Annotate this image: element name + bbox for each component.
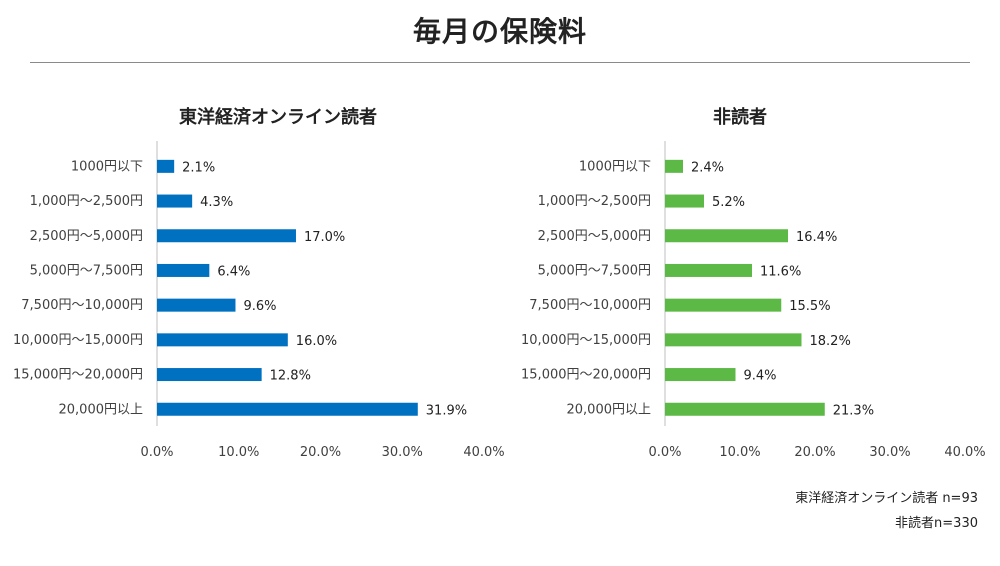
data-label: 12.8%: [270, 369, 311, 384]
bar-chart-nonreaders: 1000円以下 2.4% 1,000円〜2,500円 5.2% 2,500円〜5,000…: [521, 141, 986, 460]
data-label: 5.2%: [712, 195, 745, 210]
data-label: 11.6%: [760, 264, 801, 279]
x-tick-label: 10.0%: [719, 445, 760, 460]
data-label: 9.4%: [744, 369, 777, 384]
bar: [665, 298, 782, 312]
category-label: 2,500円〜5,000円: [30, 229, 143, 244]
chart-nonreaders: 非読者 1000円以下 2.4% 1,000円〜2,500円 5.2% 2,500円〜5…: [500, 95, 1000, 475]
category-label: 7,500円〜10,000円: [529, 298, 651, 313]
category-label: 7,500円〜10,000円: [21, 298, 143, 313]
bar: [665, 229, 788, 243]
x-tick-label: 30.0%: [382, 445, 423, 460]
data-label: 16.4%: [796, 230, 837, 245]
bar: [157, 229, 296, 243]
data-label: 15.5%: [789, 299, 830, 314]
bar: [157, 333, 288, 347]
data-label: 17.0%: [304, 230, 345, 245]
category-label: 15,000円〜20,000円: [13, 368, 143, 383]
category-label: 5,000円〜7,500円: [30, 263, 143, 278]
bar: [157, 402, 418, 416]
bar: [157, 368, 262, 382]
bar: [665, 402, 825, 416]
data-label: 6.4%: [217, 264, 250, 279]
bar: [665, 159, 683, 173]
data-label: 2.4%: [691, 160, 724, 175]
x-tick-label: 20.0%: [794, 445, 835, 460]
category-label: 2,500円〜5,000円: [538, 229, 651, 244]
bar: [665, 333, 802, 347]
category-label: 15,000円〜20,000円: [521, 368, 651, 383]
bar-chart-readers: 1000円以下 2.1% 1,000円〜2,500円 4.3% 2,500円〜5,000…: [13, 141, 505, 460]
category-label: 20,000円以上: [59, 402, 144, 417]
page-title: 毎月の保険料: [412, 15, 587, 48]
data-label: 18.2%: [810, 334, 851, 349]
data-label: 21.3%: [833, 403, 874, 418]
x-tick-label: 0.0%: [648, 445, 681, 460]
bar: [157, 159, 175, 173]
chart-title-nonreaders: 非読者: [713, 107, 767, 128]
data-label: 4.3%: [200, 195, 233, 210]
bar: [157, 194, 193, 208]
bar: [665, 263, 752, 277]
data-label: 2.1%: [182, 160, 215, 175]
x-tick-label: 20.0%: [300, 445, 341, 460]
data-label: 31.9%: [426, 403, 467, 418]
category-label: 10,000円〜15,000円: [13, 333, 143, 348]
bar: [665, 194, 704, 208]
bar: [157, 298, 236, 312]
sample-size-note-readers: 東洋経済オンライン読者 n=93: [795, 491, 978, 506]
x-tick-label: 30.0%: [869, 445, 910, 460]
chart-title-readers: 東洋経済オンライン読者: [179, 107, 377, 128]
chart-readers: 東洋経済オンライン読者 1000円以下 2.1% 1,000円〜2,500円 4.3%…: [0, 95, 520, 475]
category-label: 5,000円〜7,500円: [538, 263, 651, 278]
category-label: 1000円以下: [71, 159, 143, 174]
x-tick-label: 0.0%: [140, 445, 173, 460]
category-label: 10,000円〜15,000円: [521, 333, 651, 348]
bar: [665, 368, 736, 382]
x-tick-label: 40.0%: [463, 445, 504, 460]
x-tick-label: 10.0%: [218, 445, 259, 460]
data-label: 16.0%: [296, 334, 337, 349]
category-label: 1,000円〜2,500円: [30, 194, 143, 209]
data-label: 9.6%: [243, 299, 276, 314]
bar: [157, 263, 210, 277]
category-label: 1,000円〜2,500円: [538, 194, 651, 209]
sample-size-note-nonreaders: 非読者n=330: [895, 516, 978, 531]
category-label: 20,000円以上: [567, 402, 652, 417]
title-divider: [30, 62, 970, 63]
category-label: 1000円以下: [579, 159, 651, 174]
x-tick-label: 40.0%: [944, 445, 985, 460]
